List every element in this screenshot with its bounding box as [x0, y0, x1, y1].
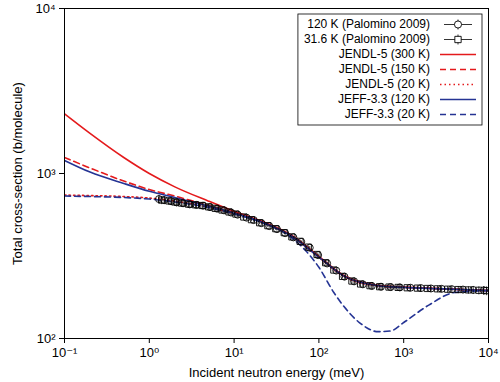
svg-text:Total cross-section (b/molecul: Total cross-section (b/molecule): [10, 82, 25, 265]
svg-text:10³: 10³: [394, 345, 413, 360]
svg-text:JENDL-5 (20 K): JENDL-5 (20 K): [345, 77, 430, 91]
svg-text:JEFF-3.3 (120 K): JEFF-3.3 (120 K): [338, 92, 430, 106]
svg-text:120 K (Palomino 2009): 120 K (Palomino 2009): [307, 17, 430, 31]
svg-text:10⁴: 10⁴: [35, 1, 55, 16]
svg-text:Incident neutron energy (meV): Incident neutron energy (meV): [189, 365, 365, 380]
svg-text:10⁻¹: 10⁻¹: [52, 345, 78, 360]
svg-text:10²: 10²: [310, 345, 329, 360]
svg-text:10²: 10²: [37, 331, 56, 346]
svg-text:10⁴: 10⁴: [478, 345, 498, 360]
svg-text:JENDL-5 (300 K): JENDL-5 (300 K): [339, 47, 430, 61]
svg-text:10¹: 10¹: [225, 345, 244, 360]
svg-text:10³: 10³: [37, 166, 56, 181]
svg-text:10⁰: 10⁰: [139, 345, 159, 360]
svg-text:JEFF-3.3 (20 K): JEFF-3.3 (20 K): [345, 107, 430, 121]
svg-text:JENDL-5 (150 K): JENDL-5 (150 K): [339, 62, 430, 76]
svg-text:31.6 K (Palomino 2009): 31.6 K (Palomino 2009): [304, 32, 430, 46]
